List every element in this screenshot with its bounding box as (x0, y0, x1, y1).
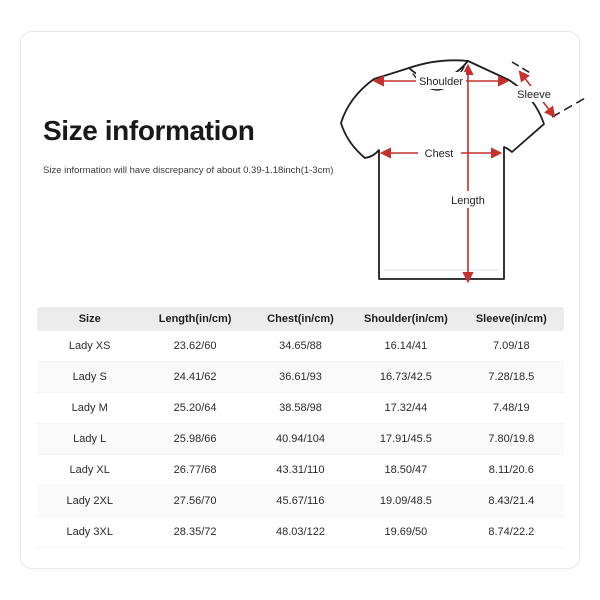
cell-chest: 45.67/116 (276, 495, 325, 507)
cell-sleeve: 7.48/19 (492, 402, 530, 414)
length-label: Length (451, 195, 485, 207)
cell-length: 25.98/66 (173, 433, 217, 445)
cell-sleeve: 7.80/19.8 (488, 433, 535, 445)
cell-length: 27.56/70 (173, 495, 217, 507)
col-header-sleeve: Sleeve(in/cm) (475, 313, 547, 325)
cell-length: 25.20/64 (173, 402, 217, 414)
table-row: Lady M 25.20/64 38.58/98 17.32/44 7.48/1… (37, 393, 564, 424)
cell-length: 23.62/60 (173, 340, 217, 352)
cell-length: 24.41/62 (173, 371, 217, 383)
cell-shoulder: 18.50/47 (384, 464, 428, 476)
sleeve-label: Sleeve (517, 89, 551, 101)
cell-shoulder: 19.69/50 (384, 526, 428, 538)
cell-size: Lady 2XL (66, 495, 113, 507)
shoulder-label: Shoulder (419, 76, 463, 88)
cell-size: Lady S (72, 371, 107, 383)
cell-sleeve: 8.74/22.2 (488, 526, 535, 538)
cell-size: Lady XS (68, 340, 111, 352)
cell-shoulder: 16.73/42.5 (379, 371, 432, 383)
cell-shoulder: 17.32/44 (384, 402, 428, 414)
cell-chest: 38.58/98 (279, 402, 322, 414)
size-table: Size Length(in/cm) Chest(in/cm) Shoulder… (37, 307, 564, 548)
cell-size: Lady L (73, 433, 107, 445)
size-table-header: Size Length(in/cm) Chest(in/cm) Shoulder… (37, 307, 564, 331)
cell-sleeve: 7.09/18 (492, 340, 530, 352)
table-row: Lady S 24.41/62 36.61/93 16.73/42.5 7.28… (37, 362, 564, 393)
cell-chest: 34.65/88 (279, 340, 322, 352)
cell-chest: 40.94/104 (276, 433, 325, 445)
size-info-card: Size information Size information will h… (20, 31, 588, 569)
table-row: Lady XL 26.77/68 43.31/110 18.50/47 8.11… (37, 455, 564, 486)
col-header-chest: Chest(in/cm) (267, 313, 334, 325)
cell-shoulder: 19.09/48.5 (379, 495, 432, 507)
cell-sleeve: 8.43/21.4 (488, 495, 535, 507)
cell-size: Lady XL (69, 464, 110, 476)
cell-chest: 48.03/122 (276, 526, 325, 538)
cell-length: 28.35/72 (173, 526, 217, 538)
tshirt-measurement-diagram: Shoulder Chest Length Sleeve (340, 59, 588, 284)
table-row: Lady XS 23.62/60 34.65/88 16.14/41 7.09/… (37, 331, 564, 362)
cell-length: 26.77/68 (173, 464, 217, 476)
chest-label: Chest (425, 148, 454, 160)
cell-shoulder: 17.91/45.5 (379, 433, 432, 445)
table-row: Lady L 25.98/66 40.94/104 17.91/45.5 7.8… (37, 424, 564, 455)
cell-sleeve: 7.28/18.5 (488, 371, 535, 383)
col-header-length: Length(in/cm) (158, 313, 232, 325)
table-row: Lady 3XL 28.35/72 48.03/122 19.69/50 8.7… (37, 517, 564, 548)
table-row: Lady 2XL 27.56/70 45.67/116 19.09/48.5 8… (37, 486, 564, 517)
page-subtitle: Size information will have discrepancy o… (43, 165, 334, 176)
col-header-size: Size (78, 313, 101, 325)
cell-chest: 36.61/93 (279, 371, 322, 383)
label-backplates (416, 72, 555, 208)
col-header-shoulder: Shoulder(in/cm) (364, 313, 448, 325)
cell-chest: 43.31/110 (276, 464, 325, 476)
cell-size: Lady 3XL (66, 526, 113, 538)
cell-sleeve: 8.11/20.6 (488, 464, 534, 476)
cell-shoulder: 16.14/41 (384, 340, 428, 352)
page-title: Size information (43, 115, 255, 146)
cell-size: Lady M (71, 402, 108, 414)
